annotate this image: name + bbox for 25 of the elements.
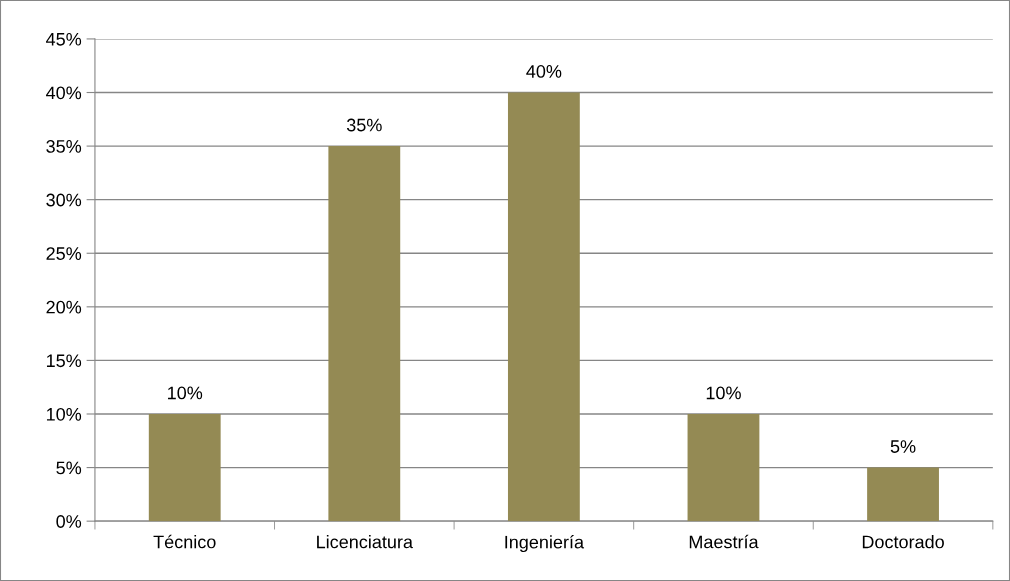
x-tick-label: Ingeniería <box>505 535 585 553</box>
data-label: 40% <box>526 65 562 78</box>
x-tick-label: Técnico <box>153 534 216 549</box>
y-tick-label: 25% <box>46 247 82 260</box>
y-tick-label: 35% <box>46 140 82 153</box>
bar <box>148 413 221 522</box>
bar <box>507 92 580 522</box>
x-tick-label: Maestría <box>689 534 759 549</box>
y-tick-label: 5% <box>56 461 82 475</box>
data-label: 10% <box>706 386 741 400</box>
bar <box>328 146 401 522</box>
data-label: 5% <box>890 440 916 453</box>
y-tick-label: 30% <box>46 193 82 207</box>
x-tick-label: Doctorado <box>862 535 944 549</box>
y-tick-label: 0% <box>56 515 82 528</box>
y-tick-label: 15% <box>46 354 82 368</box>
x-tick-label: Licenciatura <box>317 535 413 549</box>
y-tick-label: 20% <box>46 300 82 314</box>
y-tick-label: 10% <box>46 407 82 421</box>
y-tick-label: 40% <box>46 86 82 100</box>
y-tick-label: 45% <box>46 32 82 46</box>
bar <box>867 467 939 522</box>
data-label: 10% <box>168 386 203 400</box>
data-label: 35% <box>346 118 382 132</box>
bar <box>687 413 760 522</box>
